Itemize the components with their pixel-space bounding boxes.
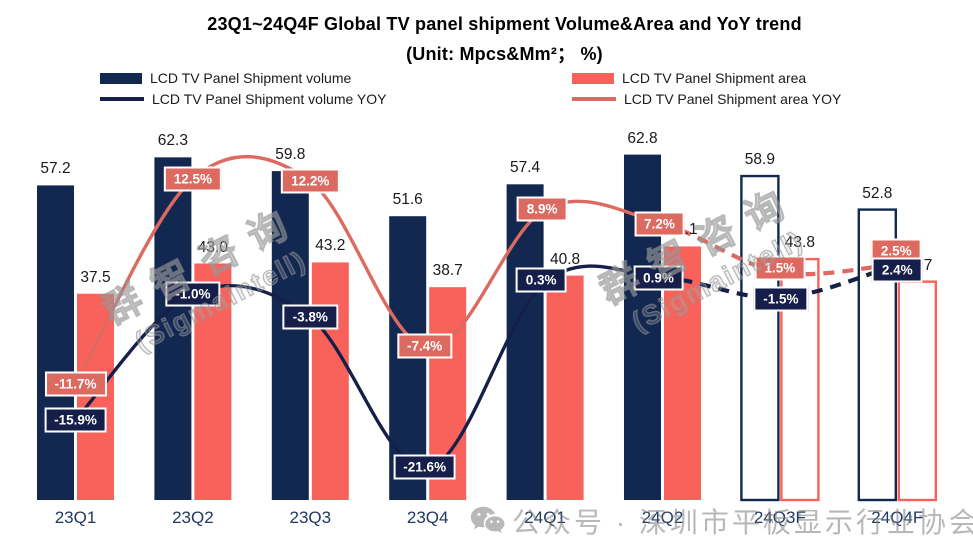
bar-area-24Q4F <box>897 280 937 502</box>
bar-volume-23Q1 <box>37 185 74 500</box>
bar-volume-24Q4F <box>857 208 897 502</box>
chart-subtitle-unit: (Unit: Mpcs&Mm²； %) <box>406 44 603 64</box>
bar-volume-23Q4 <box>389 216 427 500</box>
legend-item-volume-yoy: LCD TV Panel Shipment volume YOY <box>100 91 387 107</box>
legend-item-volume: LCD TV Panel Shipment volume <box>100 70 351 86</box>
chart-title: 23Q1~24Q4F Global TV panel shipment Volu… <box>207 14 802 34</box>
legend-label: LCD TV Panel Shipment area YOY <box>624 91 842 107</box>
legend-swatch-volume-bar <box>100 72 142 84</box>
legend-label: LCD TV Panel Shipment volume <box>150 70 352 86</box>
line-area-yoy-forecast-dashed <box>661 221 898 277</box>
bar-volume-23Q3 <box>271 171 309 500</box>
legend-swatch-area-bar <box>572 72 614 84</box>
bar-area-23Q4 <box>429 287 467 500</box>
legend-swatch-area-yoy-line <box>572 97 616 101</box>
bar-area-23Q2 <box>194 263 232 500</box>
bar-volume-24Q2 <box>624 154 661 500</box>
legend-label: LCD TV Panel Shipment volume YOY <box>152 91 387 107</box>
bar-area-24Q1 <box>546 275 584 500</box>
legend-item-area-yoy: LCD TV Panel Shipment area YOY <box>572 91 841 107</box>
bar-volume-24Q1 <box>506 184 544 501</box>
bar-area-23Q3 <box>311 262 349 500</box>
bar-area-24Q2 <box>664 246 701 500</box>
bar-volume-23Q2 <box>154 157 192 500</box>
legend-label: LCD TV Panel Shipment area <box>622 70 807 86</box>
bar-volume-24Q3F <box>740 174 780 502</box>
legend-swatch-volume-yoy-line <box>100 97 144 101</box>
legend-item-area: LCD TV Panel Shipment area <box>572 70 806 86</box>
